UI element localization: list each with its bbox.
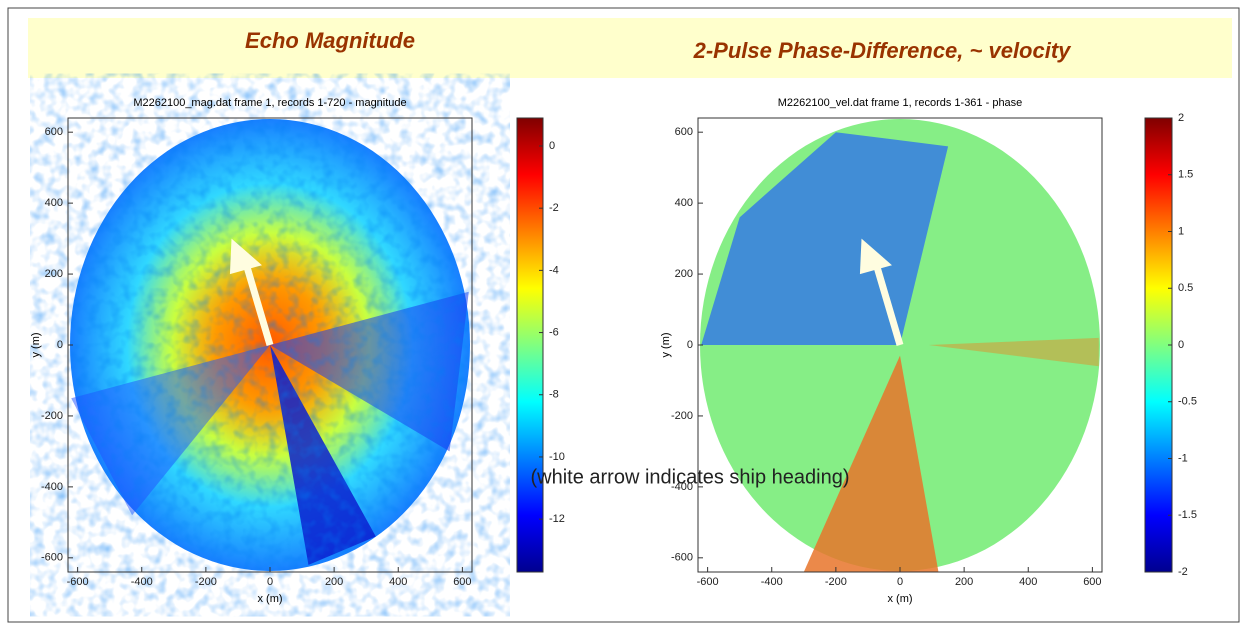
- colorbar-tick-label: -8: [549, 389, 559, 401]
- y-tick-label: -400: [41, 481, 63, 493]
- y-tick-label: 600: [45, 126, 63, 138]
- y-tick-label: -200: [41, 410, 63, 422]
- colorbar-tick-label: -4: [549, 264, 559, 276]
- x-axis-label: x (m): [887, 593, 912, 605]
- x-tick-label: 400: [389, 576, 407, 588]
- colorbar-tick-label: 0: [1178, 339, 1184, 351]
- y-tick-label: 400: [45, 197, 63, 209]
- colorbar-tick-label: -6: [549, 326, 559, 338]
- y-tick-label: 400: [675, 197, 693, 209]
- colorbar-tick-label: -12: [549, 513, 565, 525]
- colorbar-tick-label: -1: [1178, 452, 1188, 464]
- x-tick-label: -400: [131, 576, 153, 588]
- y-tick-label: 200: [45, 268, 63, 280]
- colorbar-tick-label: 1: [1178, 225, 1184, 237]
- banner-title: Echo Magnitude: [245, 28, 415, 53]
- colorbar-tick-label: 0: [549, 140, 555, 152]
- colorbar-tick-label: 0.5: [1178, 282, 1193, 294]
- plot: -600 -400 -200 0 200 400 600 -600 -400 -200 0 200 40…: [30, 97, 565, 605]
- y-axis-label: y (m): [30, 332, 42, 357]
- x-tick-label: -200: [195, 576, 217, 588]
- y-axis-label: y (m): [660, 332, 672, 357]
- x-tick-label: 600: [453, 576, 471, 588]
- colorbar-tick-label: -2: [1178, 566, 1188, 578]
- y-tick-label: 600: [675, 126, 693, 138]
- colorbar: [517, 118, 543, 572]
- slide: Echo Magnitude 2-Pulse Phase-Difference,…: [0, 0, 1244, 630]
- caption: (white arrow indicates ship heading): [530, 466, 849, 488]
- x-tick-label: 600: [1083, 576, 1101, 588]
- colorbar-tick-label: -0.5: [1178, 396, 1197, 408]
- x-tick-label: 0: [897, 576, 903, 588]
- colorbar-tick-label: 2: [1178, 112, 1184, 124]
- x-tick-label: 200: [325, 576, 343, 588]
- x-tick-label: 400: [1019, 576, 1037, 588]
- x-tick-label: -600: [67, 576, 89, 588]
- y-tick-label: 200: [675, 268, 693, 280]
- x-axis-label: x (m): [257, 593, 282, 605]
- plot-title: M2262100_vel.dat frame 1, records 1-361 …: [778, 97, 1023, 109]
- x-tick-label: -400: [761, 576, 783, 588]
- colorbar-tick-label: 1.5: [1178, 169, 1193, 181]
- y-tick-label: -200: [671, 410, 693, 422]
- colorbar-tick-label: -10: [549, 451, 565, 463]
- banner-title: 2-Pulse Phase-Difference, ~ velocity: [693, 38, 1073, 63]
- x-tick-label: -600: [697, 576, 719, 588]
- y-tick-label: 0: [687, 339, 693, 351]
- colorbar: [1145, 118, 1172, 572]
- plot-title: M2262100_mag.dat frame 1, records 1-720 …: [133, 97, 406, 109]
- x-tick-label: -200: [825, 576, 847, 588]
- y-tick-label: -600: [41, 552, 63, 564]
- y-tick-label: 0: [57, 339, 63, 351]
- y-tick-label: -600: [671, 552, 693, 564]
- colorbar-tick-label: -1.5: [1178, 509, 1197, 521]
- colorbar-tick-label: -2: [549, 202, 559, 214]
- x-tick-label: 200: [955, 576, 973, 588]
- x-tick-label: 0: [267, 576, 273, 588]
